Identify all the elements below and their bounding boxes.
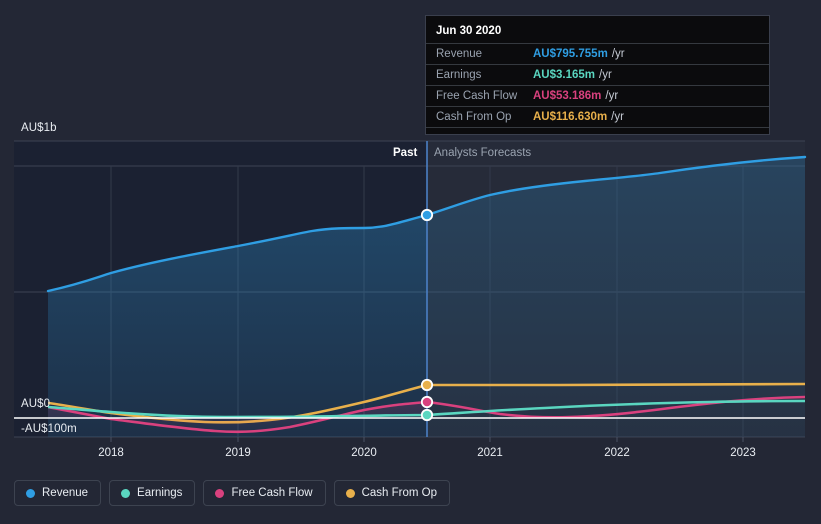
tooltip-label-revenue: Revenue [436,48,483,60]
highlight-markers[interactable] [420,208,434,422]
series-line-revenue [46,155,807,293]
tooltip-value-revenue: AU$795.755m [533,48,608,60]
chart-legend: Revenue Earnings Free Cash Flow Cash Fro… [14,480,451,506]
tooltip-value-cash-from-op: AU$116.630m [533,111,608,123]
tooltip-row-earnings: Earnings AU$3.165m /yr [426,64,769,85]
y-tick-label-neg100m: -AU$100m [21,423,77,435]
legend-dot-cash-from-op [345,488,355,498]
tooltip-unit-revenue: /yr [611,48,625,60]
tooltip-date: Jun 30 2020 [436,25,502,37]
series-line-free-cash-flow [48,395,805,434]
marker-earnings[interactable] [420,408,434,422]
series-line-earnings [48,399,805,419]
chart-tooltip: Jun 30 2020 Revenue AU$795.755m /yr Earn… [425,15,770,135]
legend-item-cash-from-op[interactable]: Cash From Op [333,480,451,506]
legend-dot-earnings [121,488,131,498]
tooltip-row-free-cash-flow: Free Cash Flow AU$53.186m /yr [426,85,769,106]
y-tick-label-1b: AU$1b [21,122,57,134]
x-tick-label-2021: 2021 [477,447,503,459]
x-tick-label-2019: 2019 [225,447,251,459]
tooltip-label-earnings: Earnings [436,69,482,81]
legend-dot-revenue [26,488,35,498]
marker-free-cash-flow[interactable] [420,395,434,409]
legend-item-revenue[interactable]: Revenue [14,480,102,506]
x-tick-marks [110,437,744,442]
tooltip-label-cash-from-op: Cash From Op [436,111,512,123]
legend-label-revenue: Revenue [42,487,89,499]
tooltip-value-free-cash-flow: AU$53.186m [533,90,602,102]
legend-item-free-cash-flow[interactable]: Free Cash Flow [203,480,326,506]
legend-label-earnings: Earnings [137,487,183,499]
legend-dot-free-cash-flow [215,488,225,498]
revenue-area-past [48,215,427,437]
tooltip-unit-earnings: /yr [599,69,612,81]
x-tick-label-2023: 2023 [730,447,756,459]
legend-label-free-cash-flow: Free Cash Flow [231,487,313,499]
band-past-strip [14,141,427,166]
marker-cash-from-op[interactable] [420,378,434,392]
tooltip-label-free-cash-flow: Free Cash Flow [436,90,518,102]
tooltip-value-earnings: AU$3.165m [533,69,596,81]
tooltip-row-revenue: Revenue AU$795.755m /yr [426,43,769,64]
x-tick-label-2018: 2018 [98,447,124,459]
marker-revenue[interactable] [420,208,434,222]
x-tick-label-2022: 2022 [604,447,630,459]
y-tick-label-0: AU$0 [21,398,51,410]
tooltip-row-cash-from-op: Cash From Op AU$116.630m /yr [426,106,769,128]
tooltip-unit-free-cash-flow: /yr [605,90,619,102]
tooltip-unit-cash-from-op: /yr [611,111,624,123]
legend-item-earnings[interactable]: Earnings [109,480,196,506]
band-label-forecast: Analysts Forecasts [434,147,532,159]
x-tick-label-2020: 2020 [351,447,377,459]
band-label-past: Past [393,147,418,159]
revenue-area-forecast [427,157,805,437]
legend-label-cash-from-op: Cash From Op [361,487,438,499]
